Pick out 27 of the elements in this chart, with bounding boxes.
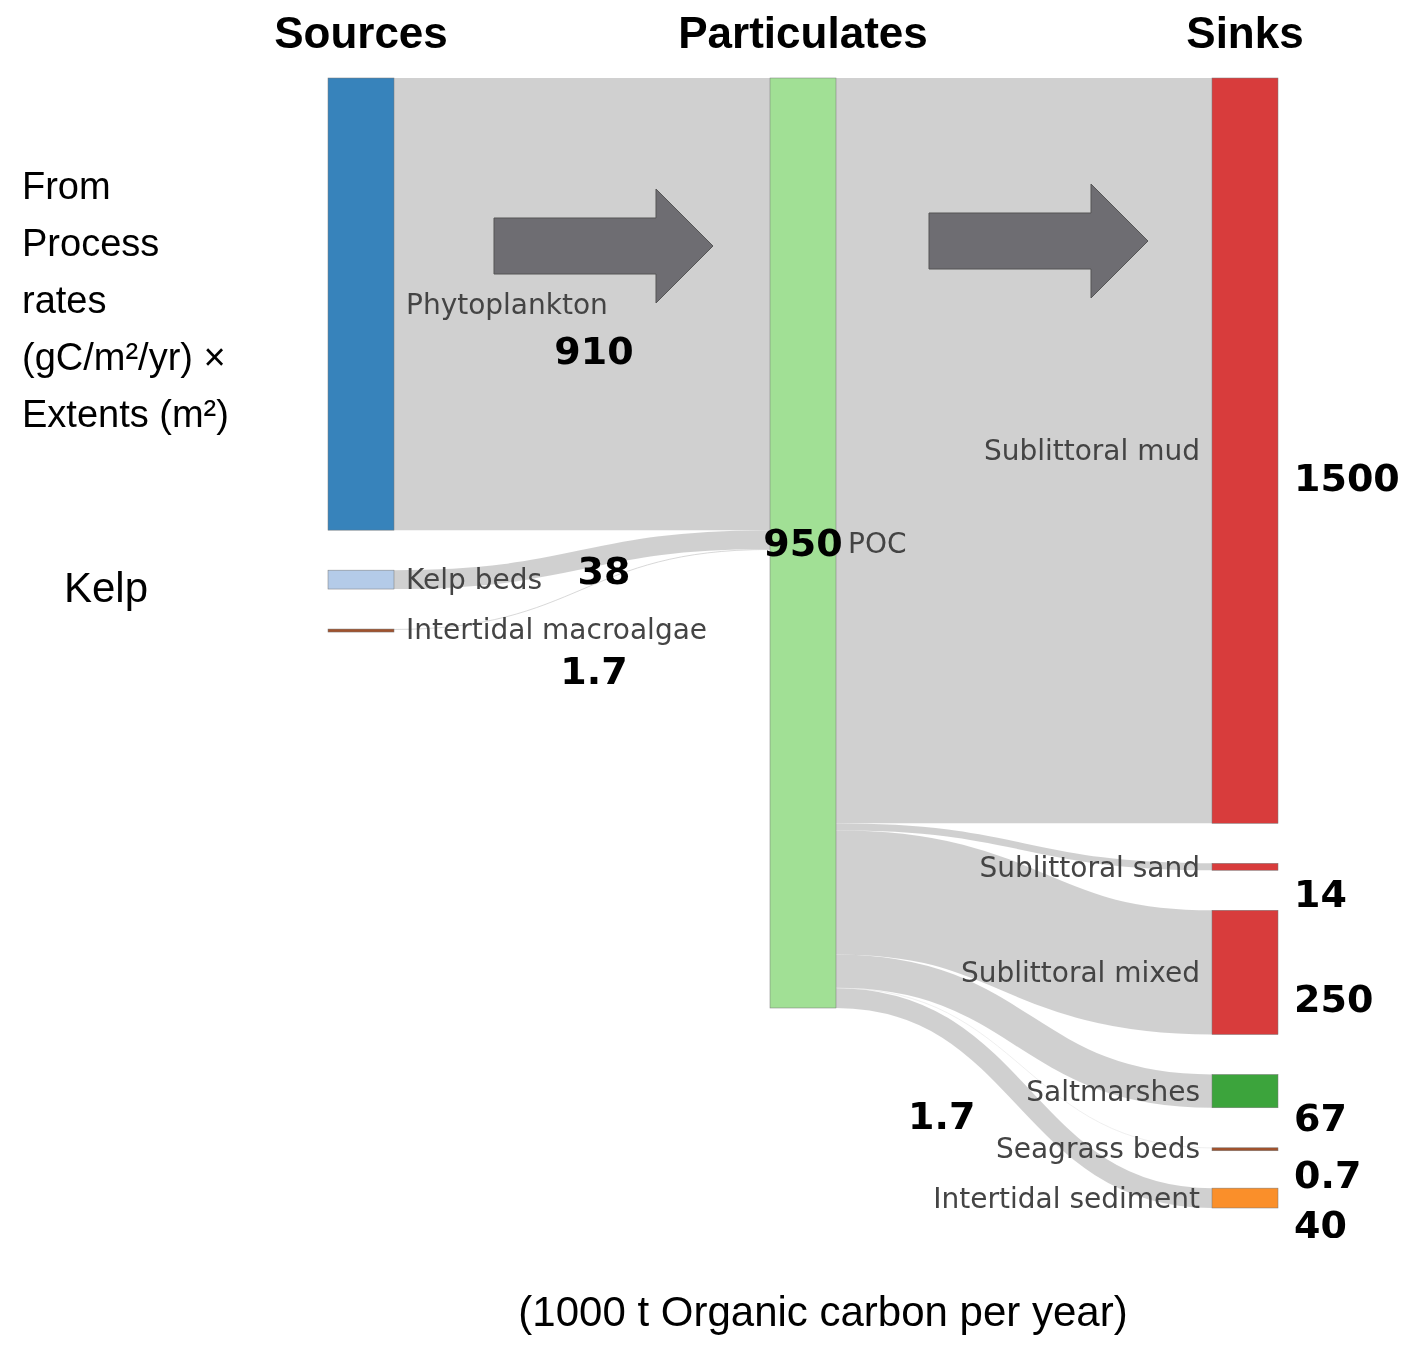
data-label: 950 <box>763 521 843 566</box>
text: Particulates <box>678 8 928 57</box>
category-label: Phytoplankton <box>406 287 608 321</box>
data-label: 14 <box>1294 871 1347 916</box>
text: Sources <box>274 8 448 57</box>
category-label: Intertidal macroalgae <box>406 613 708 647</box>
category-label: POC <box>848 526 907 560</box>
category-label: Intertidal sediment <box>933 1181 1201 1215</box>
text: Kelp <box>64 563 150 613</box>
text: (1000 t Organic carbon per year) <box>517 1288 1129 1336</box>
data-label: 38 <box>577 548 631 593</box>
data-label: 910 <box>554 329 634 374</box>
category-label: Kelp beds <box>406 563 543 597</box>
category-label: Saltmarshes <box>1026 1074 1200 1108</box>
data-label: 40 <box>1294 1203 1347 1248</box>
data-label: 67 <box>1294 1096 1347 1141</box>
text: 1.7 <box>908 1093 977 1140</box>
text: Sinks <box>1186 8 1304 57</box>
data-label: 1.7 <box>560 649 628 694</box>
category-label: Sublittoral mud <box>983 434 1200 468</box>
data-label: 250 <box>1294 977 1374 1022</box>
text: From Process rates (gC/m²/yr) × Extents (m²) <box>22 164 230 437</box>
data-label: 1500 <box>1294 455 1400 500</box>
category-label: Sublittoral mixed <box>960 956 1200 990</box>
category-label: Sublittoral sand <box>979 850 1200 884</box>
category-label: Seagrass beds <box>995 1131 1200 1165</box>
data-label: 0.7 <box>1294 1152 1362 1197</box>
